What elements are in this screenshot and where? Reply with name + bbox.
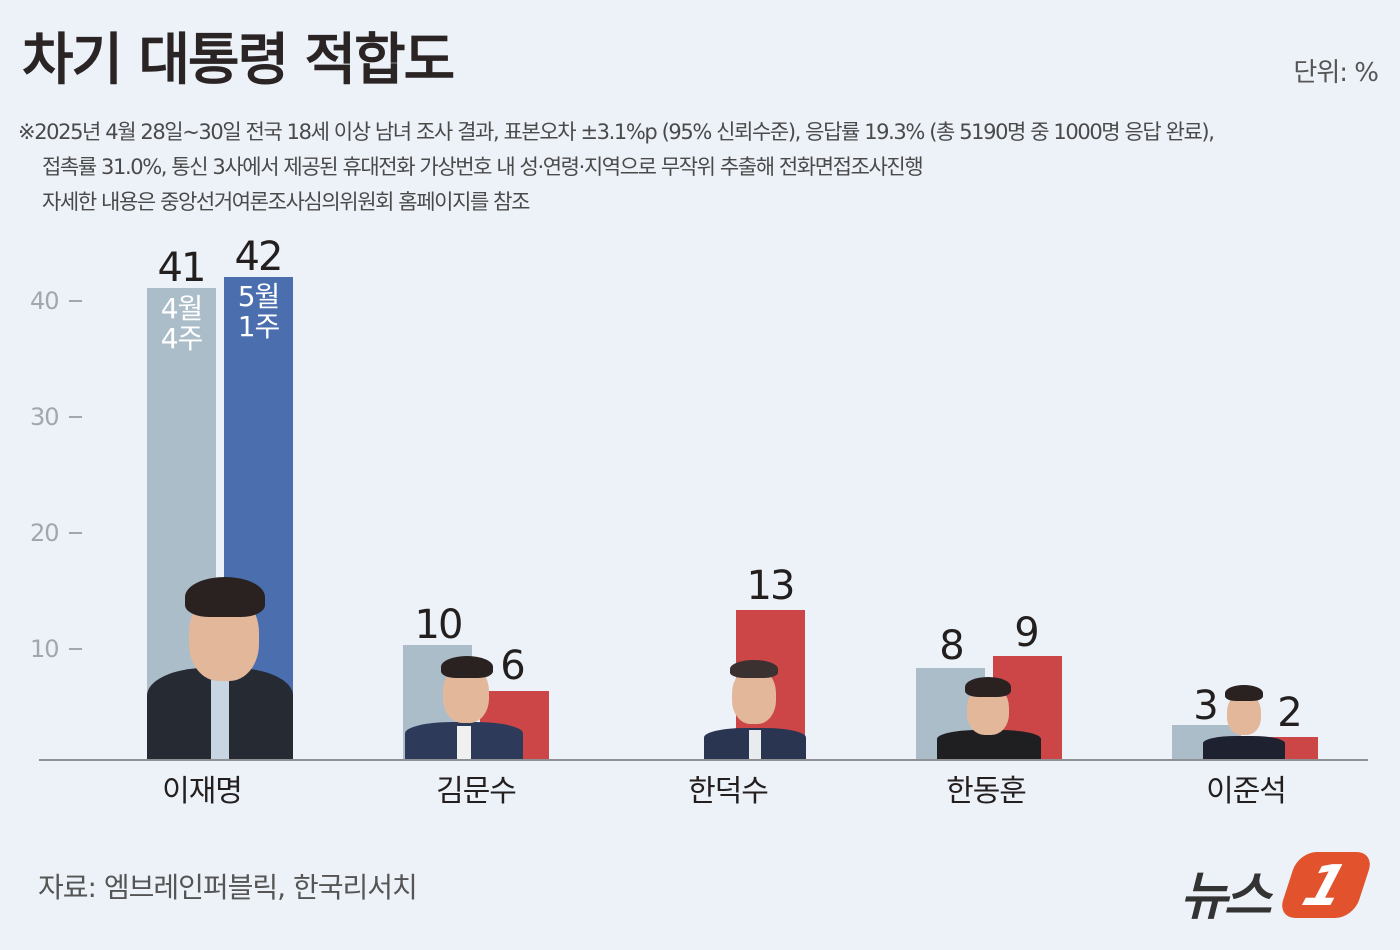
x-label-lee-junseok: 이준석 bbox=[1206, 774, 1287, 809]
survey-note: ※2025년 4월 28일~30일 전국 18세 이상 남녀 조사 결과, 표본… bbox=[18, 115, 1388, 220]
note-line-3: 자세한 내용은 중앙선거여론조사심의위원회 홈페이지를 참조 bbox=[42, 190, 530, 214]
note-line-1: ※2025년 4월 28일~30일 전국 18세 이상 남녀 조사 결과, 표본… bbox=[18, 120, 1215, 144]
value-kim-moonsoo-may: 6 bbox=[500, 643, 525, 689]
legend-may-week1: 5월 1주 bbox=[237, 280, 281, 343]
value-kim-moonsoo-apr: 10 bbox=[414, 602, 464, 648]
y-tick-40: 40 bbox=[30, 286, 82, 316]
x-label-kim-moonsoo: 김문수 bbox=[436, 774, 517, 809]
photo-kim-moonsoo bbox=[405, 655, 523, 760]
y-tick-30: 30 bbox=[30, 402, 82, 432]
page-title: 차기 대통령 적합도 bbox=[22, 28, 455, 93]
value-lee-junseok-apr: 3 bbox=[1193, 683, 1218, 729]
news1-logo: 뉴스 1 bbox=[1180, 850, 1375, 927]
photo-lee-junseok bbox=[1203, 685, 1285, 760]
value-lee-junseok-may: 2 bbox=[1277, 690, 1302, 736]
x-label-han-ducksoo: 한덕수 bbox=[688, 774, 769, 809]
x-label-han-donghoon: 한동훈 bbox=[946, 774, 1027, 809]
x-label-lee-jaemyung: 이재명 bbox=[162, 774, 243, 809]
logo-mark-icon: 1 bbox=[1277, 852, 1375, 919]
source-note: 자료: 엠브레인퍼블릭, 한국리서치 bbox=[38, 871, 418, 904]
x-axis-baseline bbox=[39, 759, 1368, 761]
y-tick-20: 20 bbox=[30, 518, 82, 548]
note-line-2: 접촉률 31.0%, 통신 3사에서 제공된 휴대전화 가상번호 내 성·연령·… bbox=[42, 155, 924, 179]
y-tick-10: 10 bbox=[30, 634, 82, 664]
legend-apr-week4: 4월 4주 bbox=[160, 292, 204, 355]
value-lee-jaemyung-apr: 41 bbox=[157, 245, 207, 291]
value-lee-jaemyung-may: 42 bbox=[234, 234, 284, 280]
photo-lee-jaemyung bbox=[147, 575, 293, 760]
value-han-donghoon-may: 9 bbox=[1014, 610, 1039, 656]
value-han-donghoon-apr: 8 bbox=[939, 623, 964, 669]
photo-han-ducksoo bbox=[704, 660, 806, 760]
value-han-ducksoo-may: 13 bbox=[746, 563, 796, 609]
unit-label: 단위: % bbox=[1293, 58, 1379, 88]
photo-han-donghoon bbox=[937, 677, 1041, 760]
logo-text: 뉴스 bbox=[1180, 867, 1272, 927]
